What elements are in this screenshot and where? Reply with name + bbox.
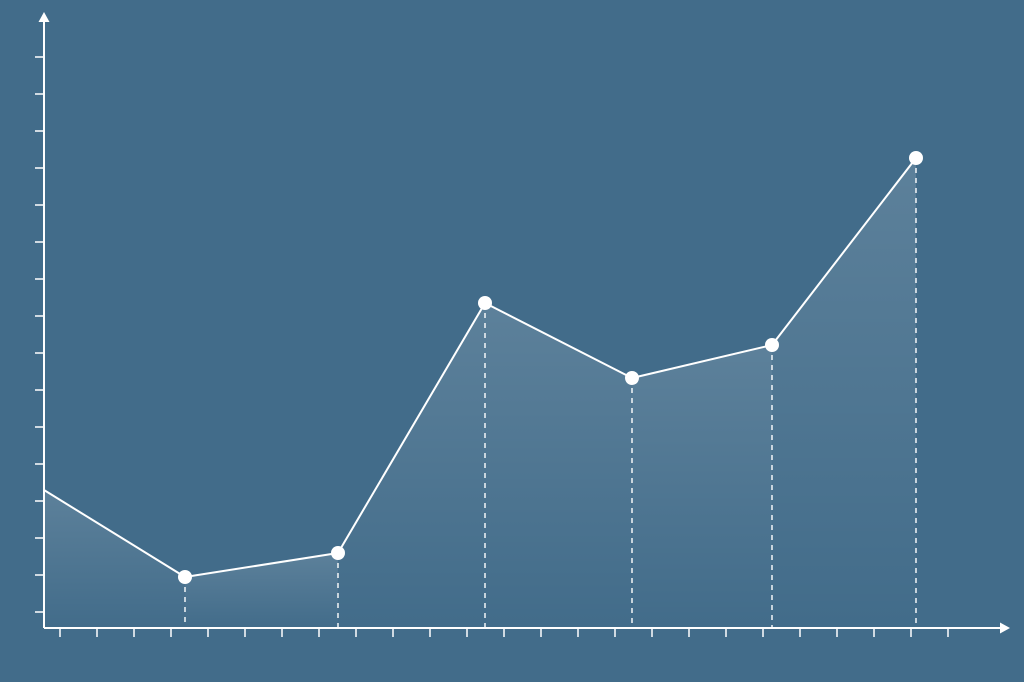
data-point: [765, 338, 779, 352]
data-point: [478, 296, 492, 310]
data-point: [178, 570, 192, 584]
data-point: [625, 371, 639, 385]
line-chart: [0, 0, 1024, 682]
data-point: [909, 151, 923, 165]
data-point: [331, 546, 345, 560]
